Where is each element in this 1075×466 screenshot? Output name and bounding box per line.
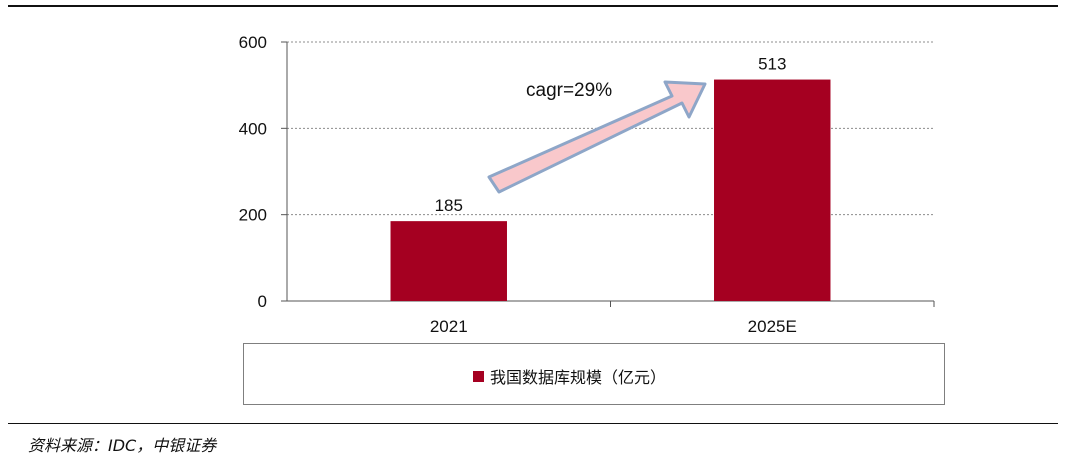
x-tick-label: 2025E — [748, 317, 797, 336]
data-label: 513 — [758, 55, 786, 74]
source-note: 资料来源：IDC，中银证券 — [28, 436, 217, 455]
bar-2025E — [714, 79, 831, 302]
y-tick-label: 200 — [239, 206, 267, 225]
y-tick-labels: 0 200 400 600 — [239, 33, 267, 311]
top-rule — [8, 5, 1058, 7]
data-label: 185 — [435, 196, 463, 215]
x-tick-label: 2021 — [430, 317, 468, 336]
cagr-arrow-shape — [487, 80, 707, 194]
y-tick-label: 0 — [258, 292, 267, 311]
data-labels: 185 513 — [435, 55, 787, 216]
bars — [390, 79, 831, 302]
legend-item: 我国数据库规模（亿元） — [473, 364, 666, 388]
y-tick-label: 600 — [239, 33, 267, 52]
legend: 我国数据库规模（亿元） — [243, 343, 945, 405]
cagr-arrow: cagr=29% — [487, 80, 707, 194]
legend-label: 我国数据库规模（亿元） — [490, 368, 667, 387]
x-tick-labels: 2021 2025E — [430, 317, 797, 336]
bottom-rule — [8, 423, 1058, 424]
legend-swatch — [473, 370, 484, 382]
cagr-annotation: cagr=29% — [526, 80, 612, 101]
y-tick-label: 400 — [239, 119, 267, 138]
bar-2021 — [390, 221, 507, 301]
